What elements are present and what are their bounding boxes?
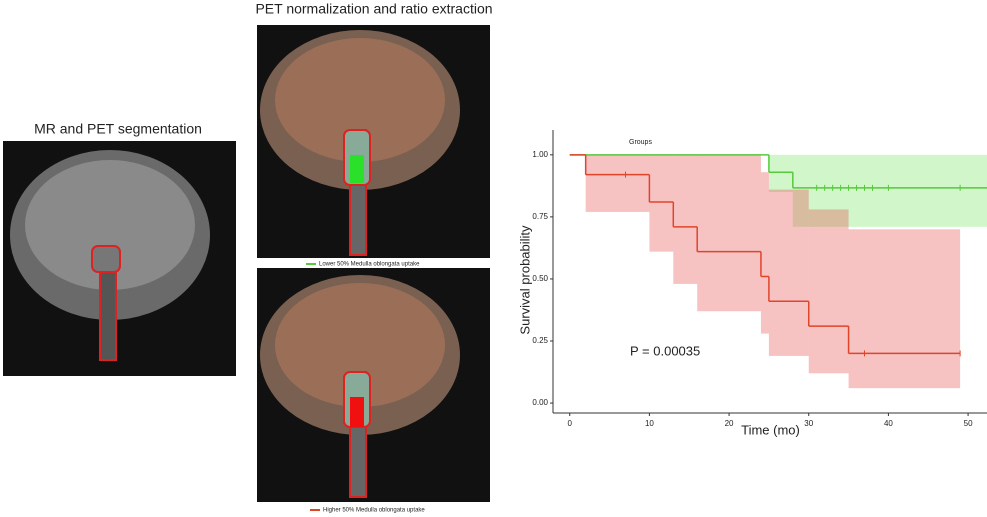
x-tick-label: 20 — [725, 419, 734, 428]
panel-title: PET normalization and ratio extraction — [255, 1, 492, 17]
panel-title: MR and PET segmentation — [34, 121, 202, 137]
figure: MR and PET segmentation PET normalizatio… — [0, 0, 987, 517]
x-tick-label: 30 — [804, 419, 813, 428]
mri-left — [3, 141, 236, 376]
ci-band — [673, 155, 697, 284]
ci-band — [809, 209, 849, 373]
ci-band — [761, 172, 769, 333]
legend-label: Lower 50% Medulla oblongata uptake — [319, 262, 420, 268]
ci-band — [649, 155, 673, 252]
pet-bottom — [257, 268, 490, 502]
ci-band — [586, 155, 650, 212]
legend-label: Higher 50% Medulla oblongata uptake — [323, 508, 425, 514]
x-tick-label: 10 — [645, 419, 654, 428]
ci-band — [769, 155, 793, 192]
x-tick-label: 0 — [568, 419, 573, 428]
x-tick-label: 50 — [964, 419, 973, 428]
y-tick-label: 0.00 — [532, 398, 548, 407]
ci-band — [769, 190, 809, 356]
pet-top — [257, 25, 490, 258]
y-tick-label: 0.75 — [532, 212, 548, 221]
p-value: P = 0.00035 — [630, 343, 700, 358]
x-axis-label: Time (mo) — [741, 422, 800, 437]
ci-band — [697, 155, 761, 311]
legend-title: Groups — [629, 139, 652, 146]
y-tick-label: 1.00 — [532, 150, 548, 159]
ci-band — [849, 229, 961, 388]
y-tick-label: 0.25 — [532, 336, 548, 345]
x-tick-label: 40 — [884, 419, 893, 428]
y-tick-label: 0.50 — [532, 274, 548, 283]
y-axis-label: Survival probability — [517, 225, 532, 335]
